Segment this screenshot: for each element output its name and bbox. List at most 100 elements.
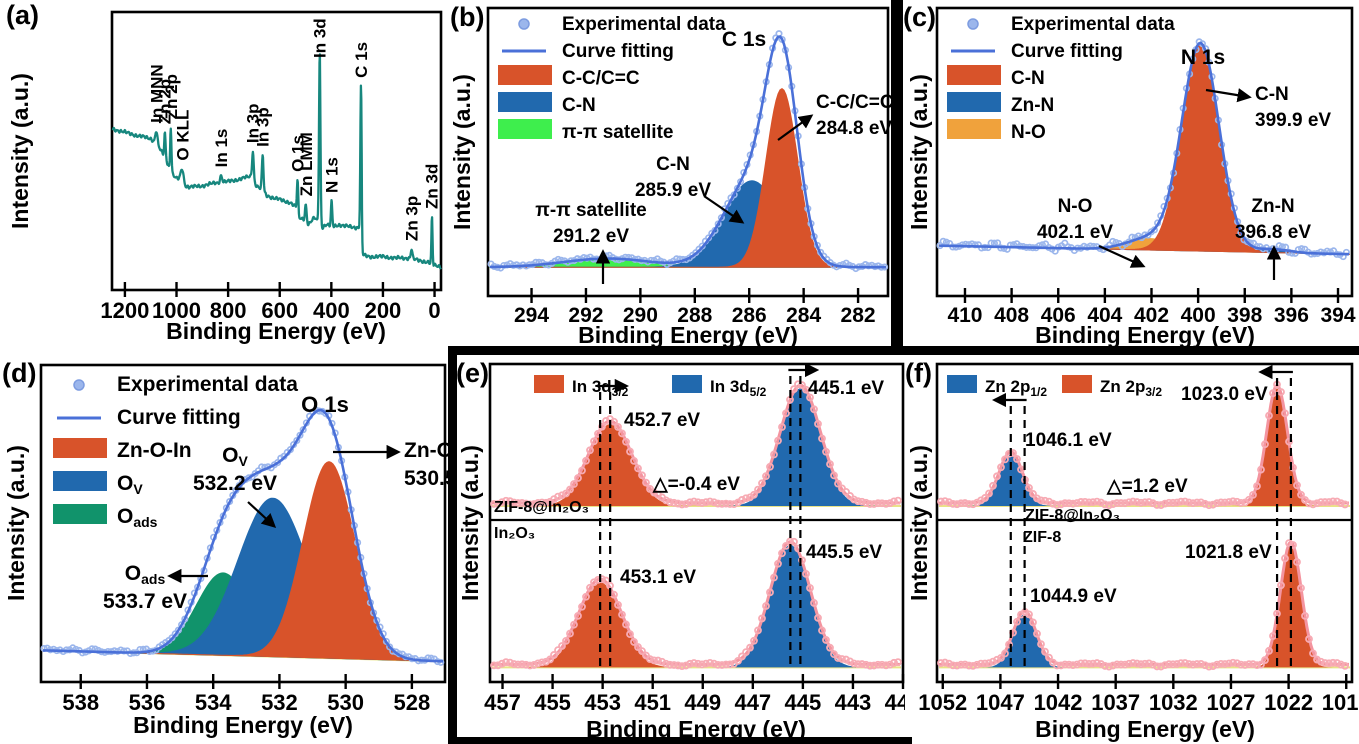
annotation-label: △=1.2 eV xyxy=(1106,476,1188,497)
experimental-data-point xyxy=(1209,662,1217,671)
experimental-data-point xyxy=(602,417,610,425)
legend-swatch xyxy=(53,438,107,458)
experimental-data-point xyxy=(1137,660,1145,669)
x-tick-label: 288 xyxy=(677,304,712,327)
experimental-data-point xyxy=(882,499,890,508)
axis-box-f xyxy=(935,362,1354,684)
experimental-data-point xyxy=(1229,658,1237,667)
experimental-data-point xyxy=(506,497,514,506)
experimental-data-point xyxy=(774,559,782,568)
experimental-data-point xyxy=(1297,490,1305,499)
experimental-data-point xyxy=(973,660,981,669)
experimental-data-point xyxy=(766,462,774,471)
x-tick-label: 449 xyxy=(684,690,721,715)
legend-label: C-N xyxy=(1011,68,1045,89)
experimental-data-point xyxy=(1013,617,1021,626)
experimental-data-point xyxy=(694,659,702,668)
experimental-data-point xyxy=(670,661,678,669)
panel-c-canvas: 410 408 406 404 402 400 398 396 394 Experimental … xyxy=(935,6,1356,327)
experimental-data-point xyxy=(985,489,993,498)
experimental-data-point xyxy=(1045,653,1053,662)
legend-label: In 3d3/2​ xyxy=(572,377,629,399)
annotation-label: 1021.8 eV xyxy=(1185,542,1272,563)
legend-dot-marker xyxy=(967,18,979,30)
x-tick-label: 445 xyxy=(785,690,822,715)
experimental-data-point xyxy=(1057,500,1065,509)
survey-peak-label: N 1s xyxy=(323,157,342,193)
survey-peak-label: Zn 3d xyxy=(422,164,441,209)
survey-peak-label: Zn 2p xyxy=(156,79,175,124)
legend-dot-marker xyxy=(73,379,85,391)
experimental-data-point xyxy=(1293,558,1301,566)
experimental-data-point xyxy=(798,381,806,390)
experimental-data-point xyxy=(526,661,534,670)
experimental-data-point xyxy=(562,636,570,645)
experimental-data-point xyxy=(758,479,766,488)
experimental-data-point xyxy=(1257,660,1265,669)
experimental-data-point xyxy=(618,429,626,438)
experimental-data-point xyxy=(522,660,530,669)
legend-label: C-N xyxy=(562,95,596,116)
experimental-data-point xyxy=(937,659,945,667)
experimental-data-point xyxy=(806,393,814,402)
x-tick-label: 284 xyxy=(786,304,821,327)
experimental-data-point xyxy=(682,500,690,508)
experimental-data-point xyxy=(1109,237,1117,245)
panel-b-ylabel: Intensity (a.u.) xyxy=(449,74,475,230)
experimental-data-point xyxy=(854,497,862,506)
experimental-data-point xyxy=(1109,500,1117,508)
experimental-data-point xyxy=(1221,660,1229,668)
experimental-data-point xyxy=(674,499,682,508)
annotation-label: 533.7 eV xyxy=(103,590,187,613)
experimental-data-point xyxy=(1289,541,1297,549)
experimental-data-point xyxy=(762,602,770,610)
x-tick-label: 294 xyxy=(514,304,549,327)
experimental-data-point xyxy=(894,658,902,666)
experimental-data-point xyxy=(1117,499,1125,507)
x-tick-label: 538 xyxy=(62,690,99,715)
experimental-data-point xyxy=(1317,498,1325,507)
survey-peak-label: In 3d xyxy=(311,18,330,58)
experimental-data-point xyxy=(534,659,542,668)
annotation-label: △=-0.4 eV xyxy=(652,474,740,495)
experimental-data-point xyxy=(1189,499,1197,508)
experimental-data-point xyxy=(866,661,874,670)
annotation-label: N-O xyxy=(1058,196,1093,217)
experimental-data-point xyxy=(590,437,598,446)
experimental-data-point xyxy=(742,648,750,657)
x-tick-label: 447 xyxy=(734,690,771,715)
x-tick-label: 400 xyxy=(313,298,350,323)
experimental-data-point xyxy=(941,497,949,506)
experimental-data-point xyxy=(514,499,522,507)
experimental-data-point xyxy=(1305,499,1313,508)
experimental-data-point xyxy=(650,656,658,665)
experimental-data-point xyxy=(602,576,610,585)
experimental-data-point xyxy=(1181,659,1189,667)
experimental-data-point xyxy=(494,499,502,508)
experimental-data-point xyxy=(598,422,606,431)
experimental-data-point xyxy=(534,498,542,507)
experimental-data-point xyxy=(965,500,973,508)
annotation-label: 284.8 eV xyxy=(816,118,891,139)
x-tick-label: 532 xyxy=(261,690,298,715)
experimental-data-point xyxy=(1197,498,1205,507)
experimental-data-point xyxy=(989,657,997,666)
experimental-data-point xyxy=(662,659,670,668)
experimental-data-point xyxy=(1237,660,1245,669)
experimental-data-point xyxy=(1253,661,1261,670)
experimental-data-point xyxy=(1201,499,1209,508)
experimental-data-point xyxy=(1085,659,1093,668)
annotation-label: 445.5 eV xyxy=(806,542,882,563)
experimental-data-point xyxy=(1117,660,1125,669)
fit-component-zn-2p3-2 xyxy=(939,544,1350,668)
experimental-data-point xyxy=(726,660,734,669)
experimental-data-point xyxy=(1041,647,1049,656)
experimental-data-point xyxy=(718,499,726,508)
x-tick-label: 402 xyxy=(1134,304,1169,327)
experimental-data-point xyxy=(582,456,590,465)
panel-f-ylabel: Intensity (a.u.) xyxy=(906,445,932,601)
experimental-data-point xyxy=(1089,498,1097,507)
experimental-data-point xyxy=(1069,661,1077,670)
annotation-label: 453.1 eV xyxy=(620,567,696,588)
